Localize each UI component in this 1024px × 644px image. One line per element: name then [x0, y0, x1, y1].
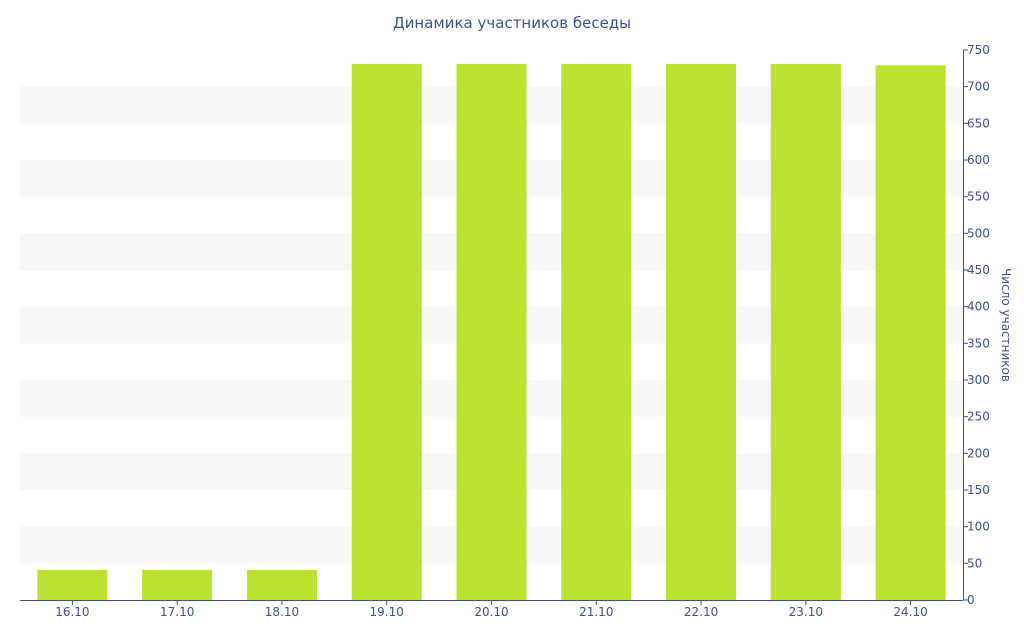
y-tick-label: 300 [967, 373, 990, 387]
chart-title: Динамика участников беседы [393, 14, 631, 32]
y-axis-label: Число участников [999, 268, 1013, 382]
bar [37, 569, 108, 600]
x-tick-label: 21.10 [579, 605, 613, 619]
y-tick-label: 700 [967, 80, 990, 94]
x-tick-label: 23.10 [789, 605, 823, 619]
x-tick-label: 17.10 [160, 605, 194, 619]
x-tick-label: 20.10 [474, 605, 508, 619]
bar [351, 63, 422, 600]
y-tick-label: 600 [967, 153, 990, 167]
y-tick-label: 550 [967, 190, 990, 204]
bar [456, 63, 527, 600]
y-tick-label: 0 [967, 593, 975, 607]
y-tick-label: 350 [967, 336, 990, 350]
x-tick-label: 22.10 [684, 605, 718, 619]
x-tick-label: 18.10 [265, 605, 299, 619]
y-tick-label: 400 [967, 300, 990, 314]
x-tick-label: 19.10 [370, 605, 404, 619]
x-tick-label: 16.10 [55, 605, 89, 619]
y-tick-label: 150 [967, 483, 990, 497]
y-tick-label: 450 [967, 263, 990, 277]
bar [875, 65, 946, 600]
y-tick-label: 100 [967, 520, 990, 534]
bar [142, 569, 213, 600]
bar-series [37, 63, 946, 600]
bar [561, 63, 632, 600]
bar [246, 569, 317, 600]
x-tick-label: 24.10 [893, 605, 927, 619]
y-axis: 0 50 100 150 200 250 300 350 400 450 500 550 600 650 7… [963, 43, 990, 607]
y-tick-label: 50 [967, 556, 982, 570]
y-tick-label: 650 [967, 116, 990, 130]
y-tick-label: 750 [967, 43, 990, 57]
bar [770, 63, 841, 600]
y-tick-label: 200 [967, 446, 990, 460]
x-axis: 16.10 17.10 18.10 19.10 20.10 21.10 22.10 23.10… [20, 600, 963, 619]
bar [666, 63, 737, 600]
y-tick-label: 500 [967, 226, 990, 240]
y-tick-label: 250 [967, 410, 990, 424]
